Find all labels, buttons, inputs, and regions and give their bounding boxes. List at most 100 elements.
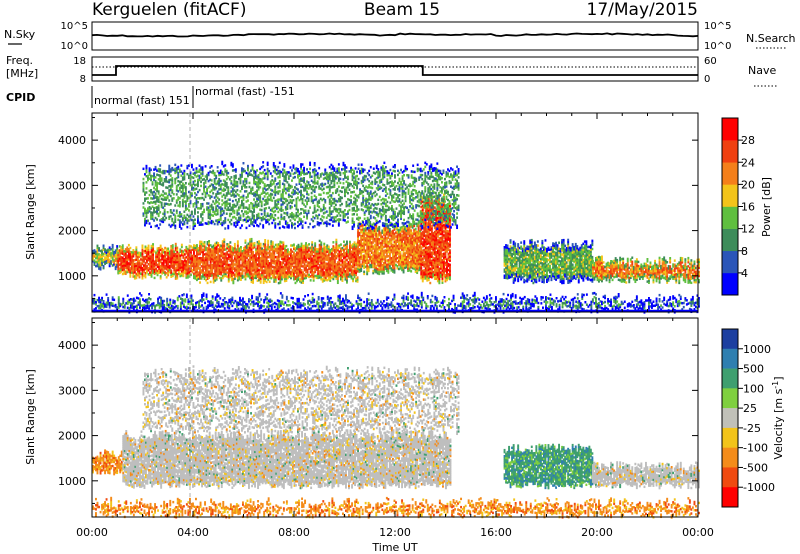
echo-cell bbox=[155, 253, 158, 256]
echo-cell bbox=[361, 242, 364, 245]
echo-cell bbox=[285, 267, 288, 270]
echo-cell bbox=[299, 274, 301, 277]
echo-cell bbox=[124, 264, 127, 267]
echo-cell bbox=[105, 253, 108, 256]
echo-cell bbox=[285, 271, 288, 274]
echo-cell bbox=[188, 190, 190, 194]
echo-cell bbox=[357, 237, 360, 240]
echo-cell bbox=[447, 254, 450, 258]
echo-cell bbox=[375, 254, 378, 258]
echo-cell bbox=[296, 267, 298, 271]
echo-cell bbox=[171, 183, 174, 186]
echo-cell bbox=[441, 216, 444, 219]
echo-cell bbox=[349, 269, 351, 272]
echo-cell bbox=[449, 237, 451, 240]
echo-cell bbox=[102, 244, 105, 247]
echo-cell bbox=[446, 219, 448, 223]
echo-cell bbox=[429, 226, 432, 230]
echo-cell bbox=[169, 215, 172, 218]
echo-cell bbox=[204, 185, 207, 188]
echo-cell bbox=[293, 259, 295, 263]
echo-cell bbox=[124, 250, 127, 253]
echo-cell bbox=[390, 234, 393, 238]
echo-cell bbox=[433, 239, 436, 242]
echo-cell bbox=[360, 263, 363, 266]
echo-cell bbox=[102, 252, 105, 256]
echo-cell bbox=[290, 258, 292, 262]
echo-cell bbox=[261, 257, 264, 261]
echo-cell bbox=[416, 237, 419, 240]
echo-cell bbox=[378, 229, 381, 233]
echo-cell bbox=[309, 260, 312, 264]
echo-cell bbox=[336, 247, 339, 250]
echo-cell bbox=[127, 258, 130, 261]
echo-cell bbox=[194, 196, 196, 199]
echo-cell bbox=[390, 242, 393, 246]
echo-cell bbox=[417, 248, 420, 252]
echo-cell bbox=[208, 256, 211, 259]
echo-cell bbox=[217, 252, 220, 255]
echo-cell bbox=[245, 210, 248, 213]
echo-cell bbox=[369, 253, 372, 257]
echo-cell bbox=[224, 188, 227, 192]
echo-cell bbox=[161, 251, 164, 255]
echo-cell bbox=[243, 263, 245, 266]
echo-cell bbox=[343, 267, 345, 270]
echo-cell bbox=[435, 230, 438, 234]
echo-cell bbox=[443, 234, 445, 237]
echo-cell bbox=[256, 279, 259, 282]
echo-cell bbox=[222, 193, 225, 197]
echo-cell bbox=[250, 276, 253, 280]
echo-cell bbox=[186, 270, 189, 273]
echo-cell bbox=[159, 211, 162, 214]
echo-cell bbox=[166, 202, 169, 206]
echo-cell bbox=[193, 274, 195, 278]
echo-cell bbox=[443, 240, 445, 243]
echo-cell bbox=[220, 246, 223, 250]
echo-cell bbox=[433, 249, 436, 252]
echo-cell bbox=[143, 250, 145, 253]
echo-cell bbox=[369, 241, 372, 244]
echo-cell bbox=[113, 263, 116, 266]
echo-cell bbox=[157, 174, 160, 177]
echo-cell bbox=[323, 273, 326, 276]
echo-cell bbox=[218, 258, 221, 261]
echo-cell bbox=[441, 240, 444, 244]
echo-cell bbox=[197, 184, 199, 188]
echo-cell bbox=[118, 263, 121, 266]
echo-cell bbox=[154, 206, 157, 210]
echo-cell bbox=[171, 246, 174, 249]
echo-cell bbox=[124, 252, 127, 255]
echo-cell bbox=[315, 258, 318, 261]
echo-cell bbox=[171, 181, 174, 184]
echo-cell bbox=[363, 227, 366, 231]
echo-cell bbox=[153, 196, 156, 200]
echo-cell bbox=[170, 265, 173, 268]
echo-cell bbox=[191, 184, 193, 187]
echo-cell bbox=[405, 227, 408, 230]
echo-cell bbox=[271, 257, 274, 260]
echo-cell bbox=[338, 246, 341, 249]
echo-cell bbox=[423, 230, 426, 233]
echo-cell bbox=[416, 222, 419, 226]
echo-cell bbox=[286, 248, 289, 251]
echo-cell bbox=[108, 258, 111, 262]
echo-cell bbox=[158, 253, 161, 256]
echo-cell bbox=[408, 244, 411, 248]
echo-cell bbox=[293, 276, 295, 279]
echo-cell bbox=[297, 249, 300, 253]
echo-cell bbox=[177, 252, 180, 255]
echo-cell bbox=[215, 249, 218, 253]
echo-cell bbox=[177, 196, 180, 199]
echo-cell bbox=[282, 257, 285, 261]
echo-cell bbox=[283, 265, 286, 269]
echo-cell bbox=[296, 261, 298, 265]
echo-cell bbox=[255, 274, 258, 278]
echo-cell bbox=[253, 260, 256, 263]
echo-cell bbox=[98, 255, 101, 258]
echo-cell bbox=[235, 266, 238, 270]
echo-cell bbox=[171, 262, 174, 265]
echo-cell bbox=[240, 246, 242, 249]
echo-cell bbox=[211, 247, 214, 251]
echo-cell bbox=[395, 257, 397, 261]
